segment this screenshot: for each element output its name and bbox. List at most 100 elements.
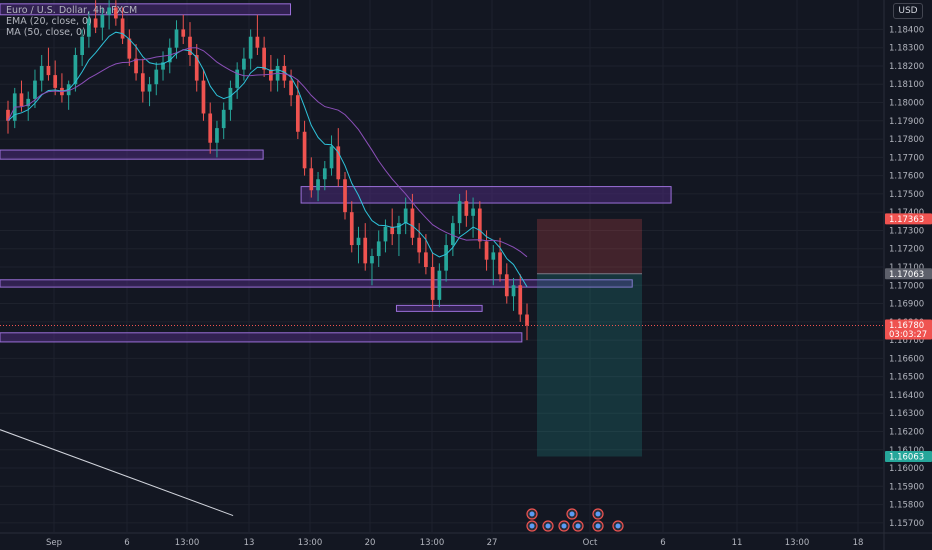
- candle-body: [107, 7, 111, 15]
- chart-grid: [0, 0, 883, 532]
- time-tick-label: 13:00: [420, 538, 445, 548]
- price-tick-label: 1.16600: [889, 354, 924, 364]
- price-tick-label: 1.15900: [889, 482, 924, 492]
- candle-body: [403, 208, 408, 224]
- ema-legend[interactable]: EMA (20, close, 0): [6, 16, 92, 27]
- candle-body: [6, 109, 10, 121]
- candle-body: [26, 98, 31, 107]
- price-axis[interactable]: 1.18400 1.18300 1.18200 1.18100 1.18000 1.179…: [883, 0, 924, 550]
- time-tick-label: 11: [732, 538, 743, 548]
- candlestick-series: [6, 0, 529, 341]
- event-flag-dot: [615, 523, 621, 529]
- candle-body: [93, 18, 98, 28]
- time-tick-label: Oct: [583, 538, 598, 548]
- price-tick-label: 1.17100: [889, 263, 924, 273]
- candle-body: [511, 285, 516, 297]
- price-tag-stop: [885, 213, 932, 225]
- candle-body: [120, 18, 125, 39]
- candle-body: [424, 252, 428, 267]
- candle-body: [235, 69, 240, 88]
- candle-body: [316, 179, 320, 191]
- price-tag-label: 1.16780: [889, 321, 924, 331]
- candle-body: [437, 270, 442, 300]
- support-resistance-zones: [0, 3, 672, 343]
- time-axis[interactable]: Sep 6 13:00 13 13:00 20 13:00 27 Oct 6 11 13:00 18: [0, 532, 932, 548]
- zone-1: [0, 149, 264, 160]
- price-tick-label: 1.16400: [889, 391, 924, 401]
- price-tick-label: 1.18400: [889, 25, 924, 35]
- candle-body: [370, 256, 374, 264]
- price-tick-label: 1.15800: [889, 501, 924, 511]
- candle-body: [343, 179, 347, 213]
- candle-body: [349, 212, 354, 246]
- candle-body: [113, 7, 118, 19]
- candle-body: [134, 58, 138, 74]
- candle-body: [457, 201, 462, 224]
- candle-body: [363, 237, 368, 264]
- time-tick-label: 20: [365, 538, 376, 548]
- time-tick-label: 13:00: [298, 538, 323, 548]
- zone-3: [0, 279, 633, 288]
- candle-body: [215, 128, 219, 143]
- candle-body: [228, 87, 233, 110]
- candle-body: [100, 14, 105, 28]
- candle-body: [302, 131, 307, 169]
- candle-body: [87, 18, 91, 37]
- time-tick-label: 13:00: [175, 538, 200, 548]
- price-tick-label: 1.16200: [889, 427, 924, 437]
- candle-body: [484, 241, 489, 260]
- price-tick-label: 1.16100: [889, 446, 924, 456]
- price-tick-label: 1.17200: [889, 245, 924, 255]
- candle-body: [491, 252, 496, 260]
- candle-body: [336, 146, 341, 180]
- zone-2: [300, 186, 672, 204]
- symbol-title[interactable]: Euro / U.S. Dollar, 4h, FXCM: [6, 5, 138, 16]
- currency-button[interactable]: USD: [893, 3, 923, 19]
- candle-body: [289, 80, 293, 96]
- candle-body: [477, 208, 482, 242]
- candle-body: [329, 146, 334, 169]
- event-flag-dot: [595, 523, 601, 529]
- price-tag-label: 1.17063: [889, 270, 924, 280]
- zone-0: [0, 3, 292, 16]
- price-tick-label: 1.17300: [889, 226, 924, 236]
- candle-body: [383, 226, 388, 242]
- time-tick-label: 13:00: [785, 538, 810, 548]
- candle-body: [194, 55, 199, 81]
- candle-body: [208, 113, 213, 143]
- moving-average-lines: [7, 31, 528, 287]
- price-tick-label: 1.17700: [889, 153, 924, 163]
- candle-body: [269, 69, 273, 81]
- price-tick-label: 1.17500: [889, 190, 924, 200]
- candle-body: [39, 65, 44, 81]
- candle-body: [140, 73, 145, 92]
- price-tick-label: 1.17800: [889, 135, 924, 145]
- zone-5: [0, 332, 523, 343]
- take-profit-zone: [537, 273, 642, 457]
- candle-body: [161, 62, 165, 70]
- price-tick-label: 1.18200: [889, 62, 924, 72]
- candle-body: [451, 223, 455, 246]
- event-flag-dot: [595, 511, 601, 517]
- candle-body: [417, 237, 422, 253]
- candle-body: [154, 69, 159, 85]
- time-tick-label: 6: [124, 538, 129, 548]
- time-tick-label: Sep: [46, 538, 62, 548]
- trendline[interactable]: [0, 429, 234, 517]
- ma-legend[interactable]: MA (50, close, 0): [6, 27, 86, 38]
- price-tag-entry: [885, 268, 932, 280]
- price-tick-label: 1.17400: [889, 208, 924, 218]
- event-flag-dot: [545, 523, 551, 529]
- candle-body: [262, 47, 266, 70]
- short-position-tool[interactable]: [537, 218, 642, 457]
- candle-body: [174, 29, 179, 48]
- price-tick-label: 1.17900: [889, 117, 924, 127]
- economic-events-row[interactable]: [526, 508, 624, 532]
- candle-body: [376, 241, 381, 257]
- candle-body: [248, 36, 253, 59]
- price-tag-label: 1.17363: [889, 215, 924, 225]
- candle-body: [201, 80, 206, 114]
- candle-body: [464, 201, 469, 216]
- time-tick-label: 18: [853, 538, 864, 548]
